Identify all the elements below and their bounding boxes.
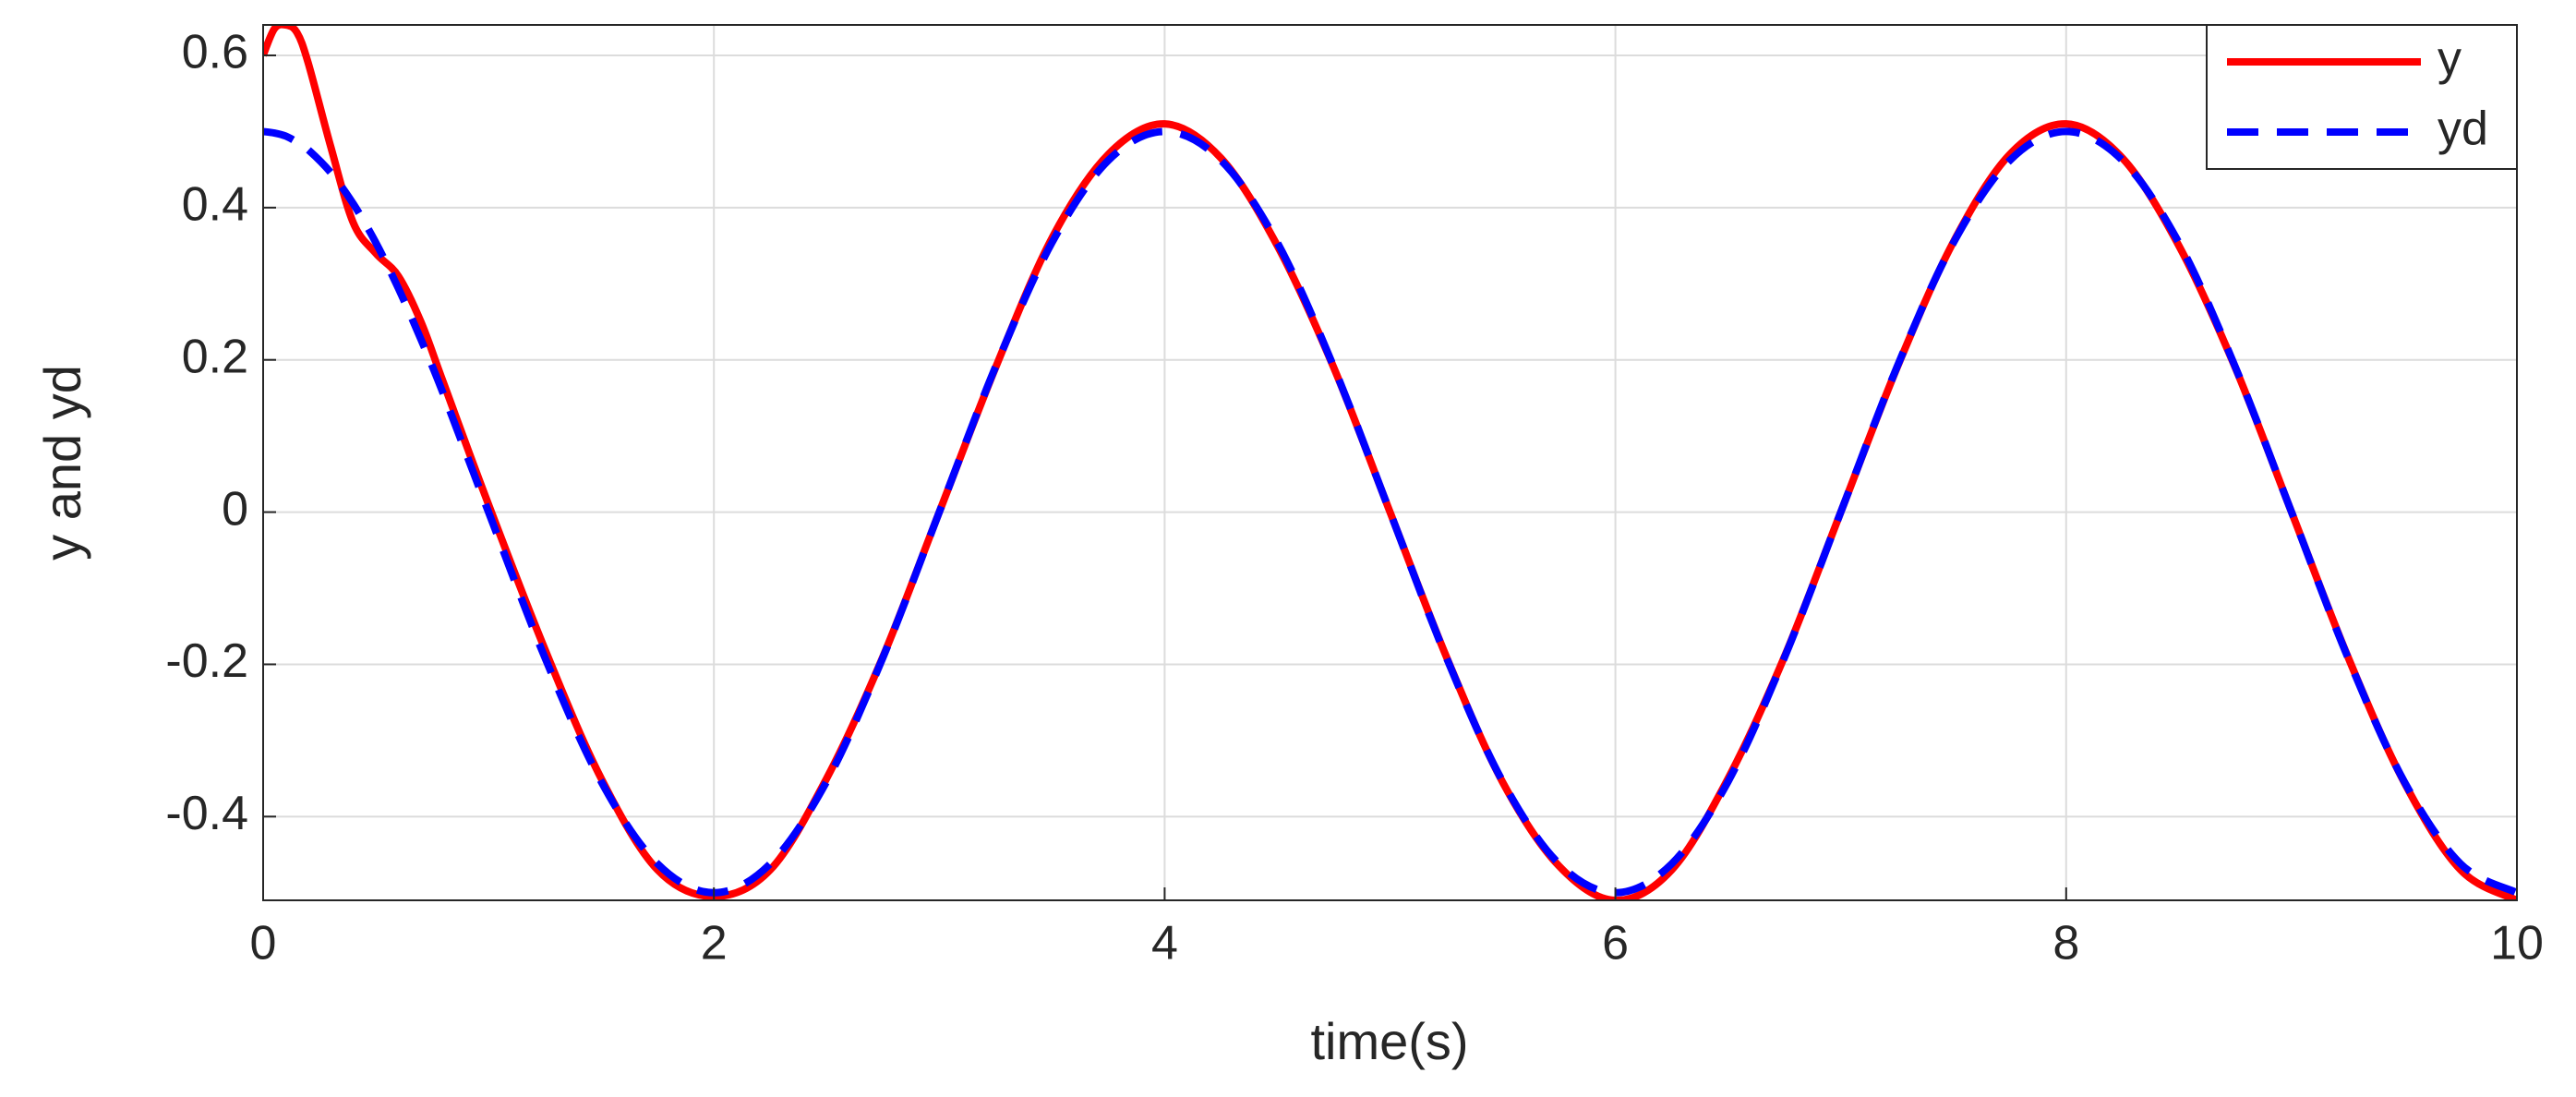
- x-axis-label: time(s): [1310, 1012, 1468, 1070]
- y-tick-label: 0.2: [182, 330, 248, 383]
- y-tick-label: -0.4: [165, 787, 248, 840]
- axes-box: [262, 24, 2518, 901]
- lines: [263, 25, 2517, 900]
- y-axis-label: y and yd: [33, 365, 91, 561]
- x-tick-label: 8: [2052, 917, 2079, 970]
- plot-area: [263, 25, 2517, 900]
- y-tick-label: 0.6: [182, 26, 248, 79]
- x-tick-label: 6: [1602, 917, 1629, 970]
- legend-label: yd: [2438, 102, 2488, 156]
- y-tick-label: 0: [222, 482, 248, 536]
- y-tick-label: -0.2: [165, 634, 248, 688]
- x-tick-label: 10: [2490, 917, 2544, 970]
- series-line: [263, 127, 2517, 897]
- legend-box: [2206, 24, 2518, 170]
- x-tick-label: 4: [1151, 917, 1178, 970]
- legend: y yd: [2206, 24, 2518, 170]
- legend-label: y: [2438, 32, 2462, 86]
- y-tick-label: 0.4: [182, 178, 248, 232]
- x-tick-label: 0: [250, 917, 277, 970]
- x-tick-label: 2: [701, 917, 728, 970]
